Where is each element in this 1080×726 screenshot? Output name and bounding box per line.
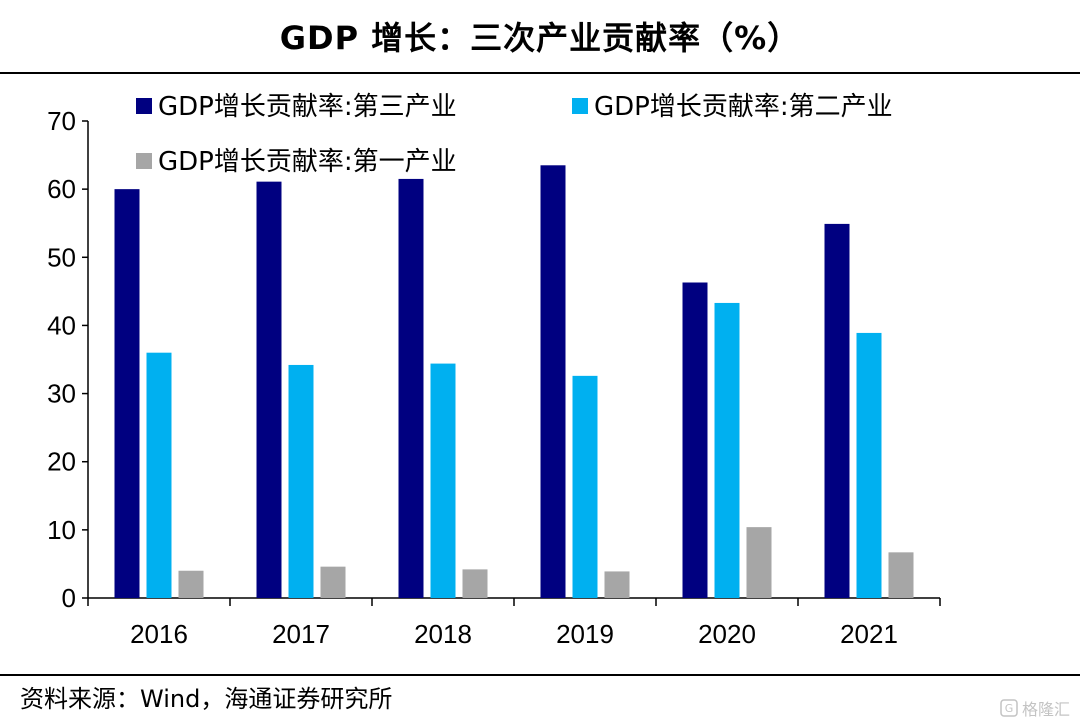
bar-chart: 0 10 20 30 40 50 60 70 2016 2017 2018 2019 2020 2021 G…: [47, 92, 941, 649]
watermark-text: 格隆汇: [1021, 700, 1070, 719]
watermark: G 格隆汇: [1000, 696, 1070, 720]
bar: [288, 364, 314, 598]
x-tick-label: 2017: [272, 619, 330, 649]
legend-label: GDP增长贡献率:第三产业: [158, 92, 457, 122]
bar: [888, 552, 914, 598]
y-tick-label: 60: [47, 174, 76, 204]
legend-swatch: [136, 98, 152, 114]
y-tick-label: 70: [47, 106, 76, 136]
legend-swatch: [136, 153, 152, 169]
bar: [714, 302, 740, 598]
x-tick-label: 2020: [698, 619, 756, 649]
watermark-logo-icon: G: [1000, 699, 1018, 717]
legend-swatch: [572, 98, 588, 114]
y-tick-label: 50: [47, 242, 76, 272]
bar: [430, 363, 456, 598]
bar: [856, 332, 882, 598]
source-note: 资料来源：Wind，海通证券研究所: [20, 685, 393, 713]
bar: [256, 181, 282, 598]
y-tick-label: 0: [62, 583, 76, 613]
x-tick-label: 2018: [414, 619, 472, 649]
chart-title: GDP 增长：三次产业贡献率（%）: [279, 19, 801, 57]
bar: [398, 178, 424, 598]
bar: [178, 570, 204, 598]
svg-text:G: G: [1005, 702, 1014, 715]
title-bar: GDP 增长：三次产业贡献率（%）: [0, 0, 1080, 74]
bar: [682, 282, 708, 598]
x-tick-label: 2016: [130, 619, 188, 649]
y-tick-label: 10: [47, 515, 76, 545]
legend-label: GDP增长贡献率:第二产业: [594, 92, 893, 122]
bar: [320, 566, 346, 598]
footer-divider: [0, 674, 1080, 676]
bar: [746, 527, 772, 598]
y-tick-label: 20: [47, 447, 76, 477]
y-tick-label: 30: [47, 379, 76, 409]
bar: [572, 375, 598, 598]
bar: [146, 352, 172, 598]
bar: [824, 223, 850, 598]
x-tick-label: 2019: [556, 619, 614, 649]
legend-label: GDP增长贡献率:第一产业: [158, 147, 457, 177]
bar: [462, 569, 488, 598]
bar: [114, 189, 140, 598]
bar: [540, 165, 566, 598]
bar: [604, 571, 630, 598]
x-tick-label: 2021: [840, 619, 898, 649]
y-tick-label: 40: [47, 310, 76, 340]
